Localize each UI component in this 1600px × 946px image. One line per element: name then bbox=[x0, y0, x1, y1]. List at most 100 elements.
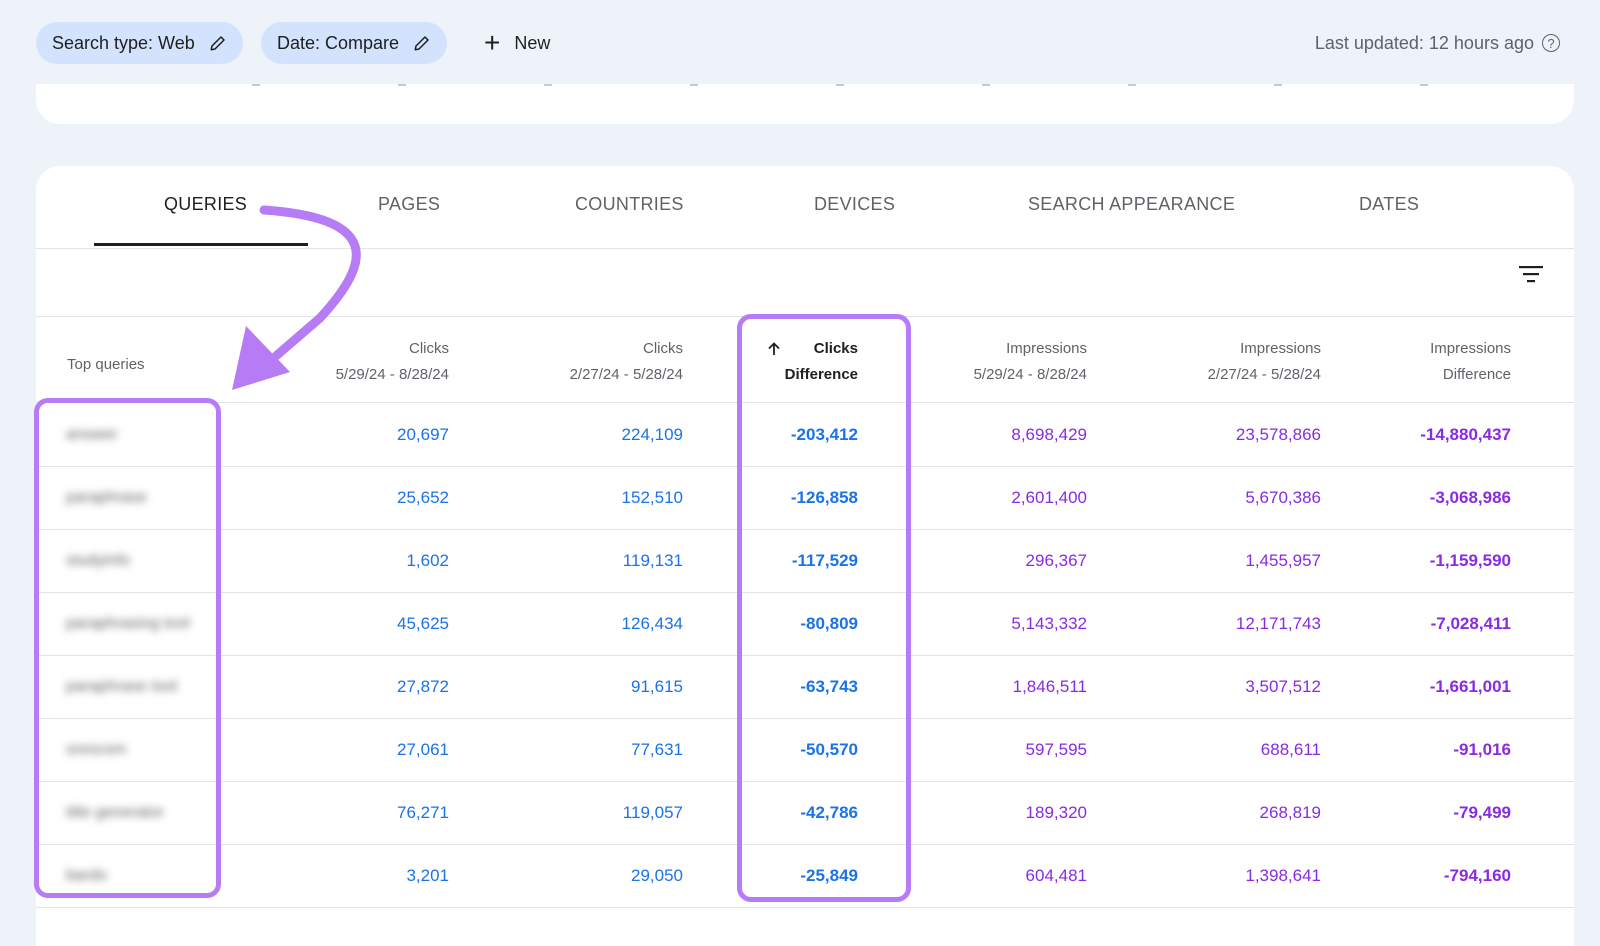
query-text: paraphrase bbox=[66, 488, 147, 506]
table-row[interactable]: studyinfo 1,602 119,131 -117,529 296,367 1,45… bbox=[36, 529, 1574, 593]
cell-impressions-previous: 688,611 bbox=[1260, 739, 1321, 759]
cell-clicks-difference: -80,809 bbox=[800, 613, 858, 633]
cell-clicks-current: 3,201 bbox=[406, 865, 449, 885]
cell-impressions-difference: -7,028,411 bbox=[1430, 613, 1511, 633]
cell-impressions-previous: 5,670,386 bbox=[1245, 487, 1321, 507]
header-line1: Impressions bbox=[1006, 340, 1087, 357]
cell-impressions-current: 597,595 bbox=[1025, 739, 1087, 759]
cell-clicks-difference: -25,849 bbox=[800, 865, 858, 885]
column-header-clicks-current[interactable]: Clicks 5/29/24 - 8/28/24 bbox=[336, 336, 449, 388]
tab-dates[interactable]: DATES bbox=[1359, 194, 1420, 214]
cell-impressions-current: 604,481 bbox=[1025, 865, 1087, 885]
column-header-clicks-difference[interactable]: Clicks Difference bbox=[766, 336, 858, 388]
cell-impressions-difference: -14,880,437 bbox=[1420, 424, 1511, 444]
filter-chip-search-type[interactable]: Search type: Web bbox=[36, 22, 243, 64]
header-line1: Clicks bbox=[643, 340, 683, 357]
table-row[interactable]: answer 20,697 224,109 -203,412 8,698,429 23,5… bbox=[36, 403, 1574, 467]
cell-clicks-current: 27,872 bbox=[397, 676, 449, 696]
cell-clicks-difference: -63,743 bbox=[800, 676, 858, 696]
query-text: paraphrase tool bbox=[66, 677, 178, 695]
cell-clicks-previous: 77,631 bbox=[631, 739, 683, 759]
table-row[interactable]: paraphrasing tool 45,625 126,434 -80,809 5,1… bbox=[36, 592, 1574, 656]
chart-axis-tick bbox=[544, 84, 552, 86]
chart-axis-tick bbox=[982, 84, 990, 86]
column-header-impressions-current[interactable]: Impressions 5/29/24 - 8/28/24 bbox=[974, 336, 1087, 388]
cell-impressions-difference: -1,159,590 bbox=[1429, 550, 1511, 570]
header-line2: 2/27/24 - 5/28/24 bbox=[569, 366, 683, 383]
filter-chip-date[interactable]: Date: Compare bbox=[261, 22, 448, 64]
tab-pages[interactable]: PAGES bbox=[378, 194, 441, 214]
header-line1: Impressions bbox=[1240, 340, 1321, 357]
cell-impressions-previous: 1,398,641 bbox=[1245, 865, 1321, 885]
column-header-impressions-difference[interactable]: Impressions Difference bbox=[1430, 336, 1511, 388]
cell-clicks-previous: 119,057 bbox=[622, 802, 683, 822]
cell-clicks-previous: 29,050 bbox=[631, 865, 683, 885]
header-line1: Impressions bbox=[1430, 340, 1511, 357]
chart-axis-tick bbox=[836, 84, 844, 86]
table-row[interactable]: paraphrase tool 27,872 91,615 -63,743 1,846,… bbox=[36, 655, 1574, 719]
cell-clicks-current: 20,697 bbox=[397, 424, 449, 444]
chart-axis-tick bbox=[1128, 84, 1136, 86]
table-row[interactable]: srescom 27,061 77,631 -50,570 597,595 688,611… bbox=[36, 718, 1574, 782]
filter-rows-icon[interactable] bbox=[1518, 264, 1544, 284]
pencil-icon bbox=[414, 36, 429, 51]
column-header-clicks-previous[interactable]: Clicks 2/27/24 - 5/28/24 bbox=[570, 336, 683, 388]
cell-impressions-previous: 12,171,743 bbox=[1235, 613, 1321, 633]
cell-clicks-difference: -203,412 bbox=[790, 424, 858, 444]
tab-queries[interactable]: QUERIES bbox=[164, 194, 248, 214]
query-text: srescom bbox=[66, 740, 127, 758]
new-button-label: New bbox=[514, 32, 551, 53]
query-text: answer bbox=[66, 425, 118, 443]
chart-axis-tick bbox=[252, 84, 260, 86]
cell-impressions-difference: -79,499 bbox=[1453, 802, 1511, 822]
header-line1-text: Clicks bbox=[813, 340, 858, 357]
cell-impressions-difference: -91,016 bbox=[1453, 739, 1511, 759]
divider bbox=[36, 316, 1574, 317]
cell-impressions-previous: 268,819 bbox=[1259, 802, 1321, 822]
header-line2: 5/29/24 - 8/28/24 bbox=[973, 366, 1087, 383]
cell-clicks-current: 27,061 bbox=[397, 739, 449, 759]
divider bbox=[36, 402, 1574, 403]
cell-clicks-difference: -126,858 bbox=[790, 487, 858, 507]
table-row[interactable]: bardo 3,201 29,050 -25,849 604,481 1,398,641 -… bbox=[36, 844, 1574, 908]
cell-clicks-difference: -42,786 bbox=[800, 802, 858, 822]
dimension-tabs: QUERIES PAGES COUNTRIES DEVICES SEARCH A… bbox=[36, 166, 1574, 249]
query-text: title generator bbox=[66, 803, 164, 821]
cell-clicks-previous: 119,131 bbox=[622, 550, 683, 570]
cell-impressions-current: 296,367 bbox=[1025, 550, 1087, 570]
cell-impressions-difference: -1,661,001 bbox=[1429, 676, 1511, 696]
arrow-up-icon bbox=[768, 342, 780, 355]
query-text: studyinfo bbox=[66, 551, 131, 569]
tab-devices[interactable]: DEVICES bbox=[814, 194, 896, 214]
header-line2: Difference bbox=[1442, 366, 1511, 383]
tab-countries[interactable]: COUNTRIES bbox=[575, 194, 684, 214]
chart-axis-tick bbox=[1420, 84, 1428, 86]
column-header-top-queries: Top queries bbox=[67, 356, 145, 373]
tab-search-appearance[interactable]: SEARCH APPEARANCE bbox=[1028, 194, 1236, 214]
new-filter-button[interactable]: + New bbox=[484, 22, 550, 64]
chart-axis-tick bbox=[1274, 84, 1282, 86]
table-row[interactable]: paraphrase 25,652 152,510 -126,858 2,601,400… bbox=[36, 466, 1574, 530]
last-updated-text: Last updated: 12 hours ago bbox=[1314, 32, 1534, 53]
cell-clicks-current: 25,652 bbox=[397, 487, 449, 507]
performance-chart-card bbox=[36, 84, 1574, 124]
active-tab-indicator bbox=[94, 243, 308, 246]
help-icon[interactable]: ? bbox=[1542, 34, 1560, 52]
header-line1: Clicks bbox=[409, 340, 449, 357]
cell-clicks-difference: -117,529 bbox=[791, 550, 858, 570]
table-row[interactable]: title generator 76,271 119,057 -42,786 189,3… bbox=[36, 781, 1574, 845]
cell-impressions-current: 189,320 bbox=[1025, 802, 1087, 822]
cell-impressions-previous: 1,455,957 bbox=[1245, 550, 1321, 570]
header-line1: Clicks bbox=[766, 336, 858, 362]
cell-impressions-current: 5,143,332 bbox=[1011, 613, 1087, 633]
cell-clicks-previous: 152,510 bbox=[621, 487, 683, 507]
filter-chip-label: Date: Compare bbox=[277, 32, 400, 53]
header-line2: Difference bbox=[784, 366, 858, 383]
chart-axis-tick bbox=[690, 84, 698, 86]
cell-impressions-current: 1,846,511 bbox=[1012, 676, 1087, 696]
column-header-impressions-previous[interactable]: Impressions 2/27/24 - 5/28/24 bbox=[1208, 336, 1321, 388]
cell-impressions-previous: 23,578,866 bbox=[1235, 424, 1321, 444]
cell-impressions-current: 8,698,429 bbox=[1011, 424, 1087, 444]
header-line2: 2/27/24 - 5/28/24 bbox=[1207, 366, 1321, 383]
query-text: paraphrasing tool bbox=[66, 614, 190, 632]
